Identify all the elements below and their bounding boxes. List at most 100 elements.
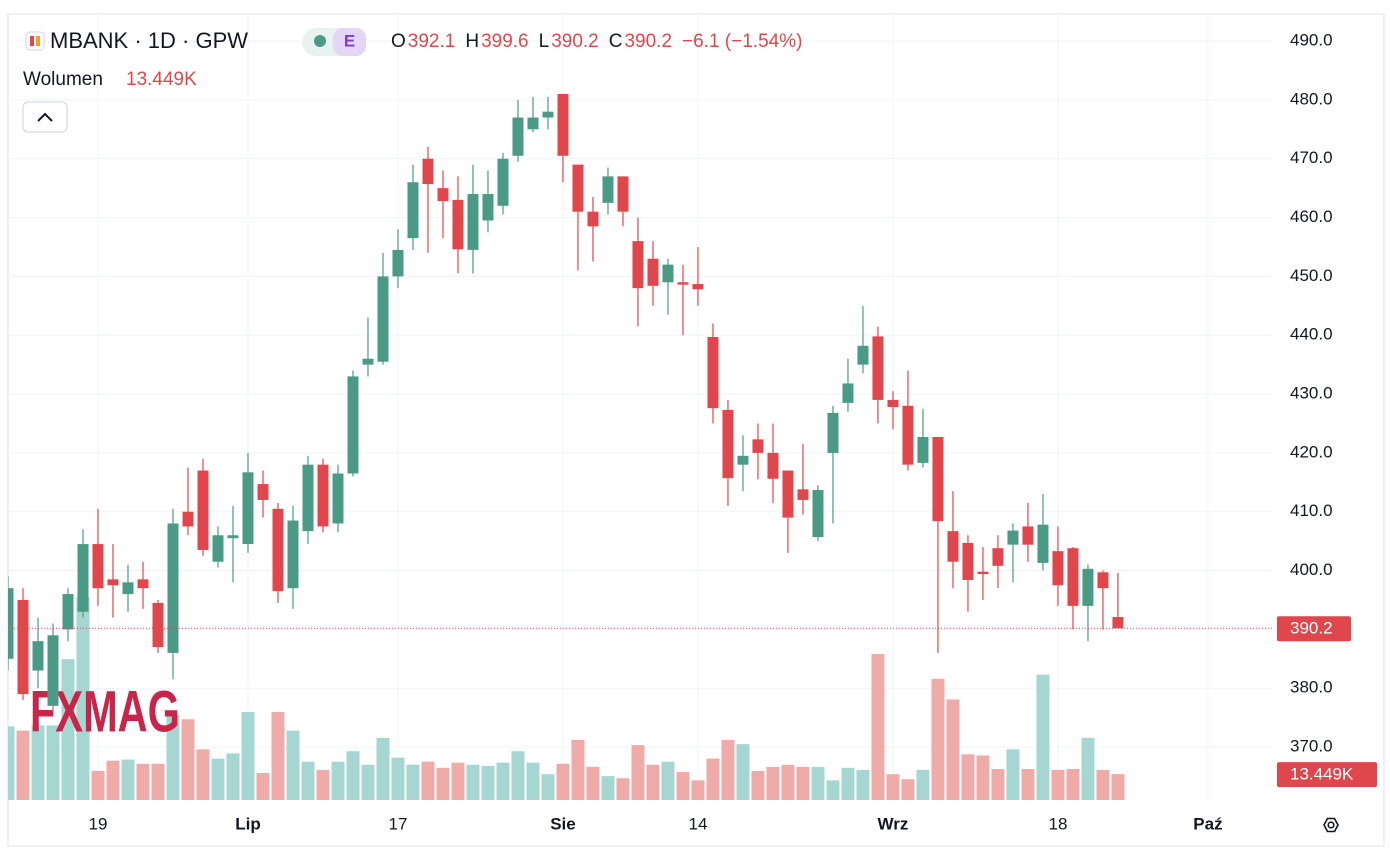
candle-body	[8, 588, 14, 659]
ohlc-key: L	[539, 31, 550, 52]
candle-body	[1037, 524, 1049, 563]
candle-body	[77, 544, 89, 612]
y-tick-label: 440.0	[1290, 325, 1333, 344]
candle-body	[827, 412, 839, 453]
volume-bar	[481, 765, 495, 800]
volume-bar	[376, 737, 390, 800]
chart-frame	[7, 13, 1385, 847]
y-tick-label: 490.0	[1290, 31, 1333, 50]
volume-bar	[961, 754, 975, 800]
candle-body	[242, 472, 254, 545]
candle-body	[737, 455, 749, 465]
volume-bar	[541, 774, 555, 800]
ohlc-key: C	[609, 31, 623, 52]
volume-bar	[796, 766, 810, 800]
x-tick-label: 17	[389, 814, 408, 833]
volume-tag	[1277, 762, 1377, 788]
last-price-tag	[1277, 616, 1351, 642]
volume-bar	[226, 753, 240, 800]
candle-body	[812, 489, 824, 538]
volume-bar	[1081, 737, 1095, 800]
last-price-label: 390.2	[1290, 619, 1333, 638]
volume-bar	[361, 764, 375, 800]
volume-bar	[601, 776, 615, 800]
status-dot	[314, 35, 326, 47]
candle-body	[917, 437, 929, 463]
candle-body	[752, 439, 764, 453]
candle-body	[632, 241, 644, 289]
candle-body	[272, 508, 284, 592]
candle-body	[17, 599, 29, 695]
volume-bar	[556, 763, 570, 800]
candle-body	[32, 641, 44, 671]
settings-icon-center	[1327, 821, 1335, 829]
candle-body	[497, 158, 509, 206]
candle-body	[332, 473, 344, 524]
candle-body	[557, 94, 569, 156]
x-tick-label: 18	[1048, 814, 1067, 833]
volume-bar	[586, 766, 600, 800]
ohlc-key: H	[465, 31, 479, 52]
volume-bar	[1006, 749, 1020, 800]
ohlc-value: 390.2	[551, 31, 599, 52]
candle-body	[257, 484, 269, 500]
candle-body	[1112, 617, 1124, 629]
ohlc-value: 399.6	[481, 31, 529, 52]
logo-part	[30, 36, 34, 46]
volume-pane	[8, 596, 1125, 800]
candle-body	[422, 158, 434, 185]
candle-body	[512, 117, 524, 156]
volume-bar	[631, 745, 645, 800]
volume-bar	[916, 769, 930, 800]
candle-body	[47, 635, 59, 706]
volume-bar	[901, 779, 915, 800]
volume-bar	[991, 768, 1005, 800]
candle-body	[467, 194, 479, 250]
volume-bar	[451, 762, 465, 800]
candle-body	[947, 531, 959, 562]
badge: E	[344, 31, 355, 50]
candles	[8, 94, 1124, 712]
candle-body	[992, 548, 1004, 566]
candle-body	[167, 523, 179, 653]
candle-body	[857, 345, 869, 365]
volume-bar	[121, 759, 135, 800]
candle-body	[692, 284, 704, 290]
volume-bar	[976, 755, 990, 800]
volume-bar	[256, 773, 270, 800]
candle-body	[527, 117, 539, 130]
volume-value: 13.449K	[126, 69, 197, 90]
volume-bar	[61, 659, 75, 800]
candle-body	[647, 258, 659, 286]
volume-bar	[271, 711, 285, 800]
x-tick-label: Sie	[550, 814, 576, 833]
candle-body	[932, 437, 944, 522]
x-tick-label: Paź	[1193, 814, 1222, 833]
candle-body	[617, 176, 629, 212]
x-tick-label: Wrz	[878, 814, 909, 833]
volume-bar	[136, 763, 150, 800]
volume-bar	[736, 744, 750, 800]
volume-tag-label: 13.449K	[1290, 765, 1354, 784]
volume-bar	[91, 770, 105, 800]
volume-bar	[511, 751, 525, 800]
candle-body	[542, 111, 554, 118]
volume-bar	[151, 763, 165, 800]
candle-body	[602, 176, 614, 203]
candle-body	[587, 211, 599, 227]
candle-body	[1007, 530, 1019, 545]
candle-body	[572, 164, 584, 212]
logo	[25, 31, 45, 51]
volume-bar	[826, 780, 840, 800]
candle-body	[377, 276, 389, 362]
settings-button[interactable]	[1323, 817, 1339, 833]
collapse-button[interactable]	[22, 101, 68, 133]
candle-body	[287, 520, 299, 589]
y-tick-label: 410.0	[1290, 501, 1333, 520]
volume-bar	[496, 762, 510, 800]
y-tick-label: 400.0	[1290, 560, 1333, 579]
volume-bar	[286, 730, 300, 800]
volume-bar	[406, 764, 420, 800]
ohlc-value: 392.1	[408, 31, 456, 52]
